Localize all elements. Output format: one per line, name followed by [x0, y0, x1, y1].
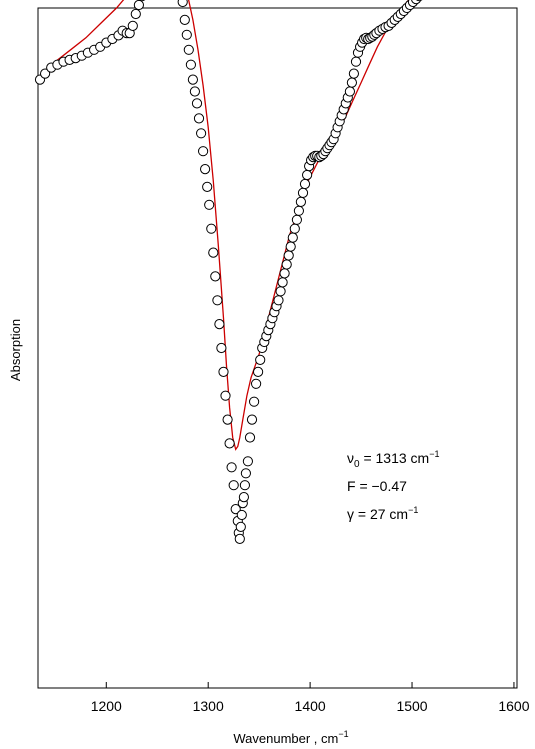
x-axis-title-superscript: −1	[338, 729, 348, 739]
data-point-97	[285, 241, 296, 252]
plot-frame	[37, 7, 518, 689]
data-point-91	[273, 295, 284, 306]
data-point-54	[206, 223, 217, 234]
data-point-55	[208, 247, 219, 258]
data-point-43	[183, 44, 194, 55]
x-axis: 1200 1300 1400 1500 1600	[91, 682, 530, 714]
data-point-129	[350, 56, 362, 67]
data-point-153	[415, 0, 423, 2]
x-tick-label-1600: 1600	[498, 698, 529, 714]
data-point-18	[130, 8, 141, 20]
data-point-48	[193, 113, 205, 124]
data-point-71	[236, 509, 247, 521]
x-tick-label-1200: 1200	[91, 698, 122, 714]
data-point-47	[191, 98, 203, 109]
data-point-82	[255, 354, 266, 365]
data-point-58	[214, 319, 225, 330]
data-point-93	[277, 277, 288, 288]
plot-area	[37, 7, 518, 689]
data-point-50	[198, 146, 209, 157]
data-point-128	[348, 68, 359, 79]
fit-parameters: ν0 = 1313 cm−1 F = −0.47 γ = 27 cm−1	[347, 449, 439, 522]
data-point-53	[204, 199, 215, 210]
series-points	[34, 0, 423, 545]
x-tick-label-1500: 1500	[396, 698, 427, 714]
data-point-98	[287, 232, 298, 243]
x-axis-title: Wavenumber , cm−1	[233, 729, 348, 746]
data-point-61	[220, 390, 231, 401]
data-point-59	[216, 342, 227, 354]
data-point-46	[189, 86, 200, 97]
data-point-103	[297, 187, 309, 198]
data-point-20	[138, 0, 146, 2]
data-point-126	[344, 86, 355, 97]
data-point-60	[218, 366, 229, 377]
data-point-79	[249, 396, 260, 407]
data-point-94	[279, 268, 290, 279]
data-point-1	[40, 68, 51, 79]
data-point-95	[281, 259, 292, 270]
data-point-41	[179, 14, 190, 25]
data-point-51	[200, 164, 211, 175]
data-point-74	[239, 480, 250, 491]
y-axis-title: Absorption	[8, 319, 23, 381]
data-point-49	[196, 128, 207, 139]
data-point-105	[302, 169, 313, 181]
x-tick-label-1300: 1300	[193, 698, 224, 714]
data-point-40	[177, 0, 188, 8]
data-point-44	[185, 59, 196, 70]
data-point-70	[235, 521, 246, 533]
data-point-96	[283, 250, 294, 261]
data-point-69	[234, 533, 245, 545]
data-point-81	[253, 366, 264, 377]
data-point-19	[133, 0, 144, 11]
data-point-78	[246, 414, 258, 425]
data-point-101	[293, 205, 304, 216]
x-tick-label-1400: 1400	[295, 698, 326, 714]
series-fit	[39, 0, 410, 451]
annotation-nu0: ν0 = 1313 cm−1	[347, 449, 439, 470]
data-point-77	[244, 432, 256, 443]
data-point-57	[212, 295, 223, 306]
data-point-17	[127, 20, 138, 31]
data-point-65	[228, 480, 239, 491]
annotation-gamma: γ = 27 cm−1	[347, 505, 418, 522]
data-point-92	[275, 286, 286, 297]
data-point-76	[242, 456, 253, 467]
data-point-75	[240, 468, 251, 479]
annotation-f: F = −0.47	[347, 478, 407, 494]
data-point-56	[210, 271, 221, 282]
data-point-73	[238, 492, 249, 503]
data-point-63	[224, 438, 235, 449]
data-point-42	[181, 29, 192, 40]
data-point-45	[187, 74, 198, 85]
data-point-52	[202, 181, 213, 192]
data-point-127	[346, 77, 357, 88]
data-point-100	[291, 214, 302, 225]
data-point-64	[226, 462, 237, 473]
fit-curve	[39, 0, 410, 451]
data-point-80	[251, 378, 262, 389]
data-point-104	[299, 178, 311, 190]
data-point-102	[295, 196, 306, 207]
data-point-66	[230, 504, 241, 515]
data-point-99	[289, 223, 300, 234]
data-point-62	[222, 414, 233, 425]
